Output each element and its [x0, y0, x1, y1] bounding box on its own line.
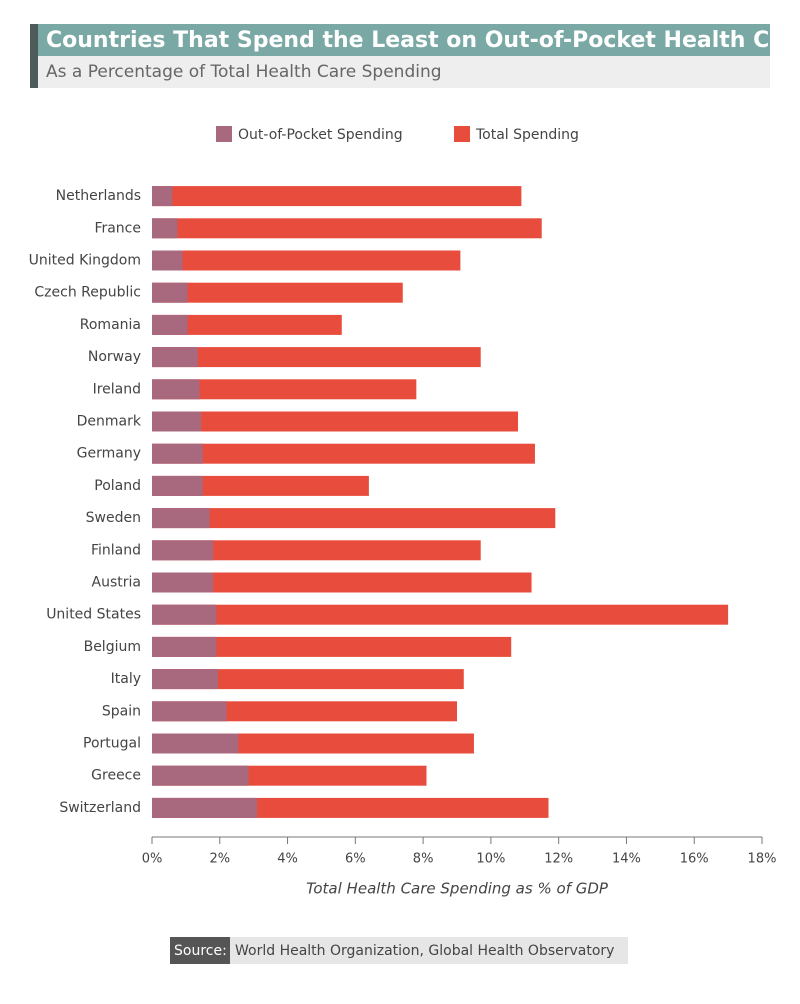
y-tick-label: France — [94, 220, 141, 236]
bar — [152, 765, 249, 786]
y-tick-label: Denmark — [77, 414, 142, 430]
legend-swatch — [216, 126, 232, 142]
bar — [152, 411, 518, 432]
y-tick-label: United Kingdom — [29, 253, 141, 269]
bar — [152, 282, 403, 303]
y-tick-label: Portugal — [83, 736, 141, 752]
y-tick-label: United States — [46, 607, 141, 623]
y-tick-label: Austria — [92, 575, 141, 591]
y-tick-label: Ireland — [93, 381, 141, 397]
bar — [152, 733, 239, 754]
y-tick-label: Switzerland — [59, 800, 141, 816]
bar — [152, 701, 227, 722]
bar — [152, 218, 178, 239]
source-label-box — [170, 937, 230, 964]
bar — [152, 475, 203, 496]
bar — [152, 508, 210, 529]
bar — [152, 636, 512, 657]
y-tick-label: Netherlands — [56, 188, 141, 204]
x-tick-label: 10% — [476, 852, 505, 867]
bar — [152, 314, 342, 335]
y-tick-label: Romania — [80, 317, 141, 333]
title-band — [30, 24, 770, 56]
x-tick-label: 4% — [277, 852, 298, 867]
bar — [152, 218, 542, 239]
bar — [152, 572, 213, 593]
bar — [152, 797, 258, 818]
x-tick-label: 12% — [544, 852, 573, 867]
bar — [152, 636, 217, 657]
y-tick-label: Czech Republic — [34, 285, 141, 301]
bar — [152, 186, 522, 207]
bar — [152, 411, 202, 432]
x-tick-label: 0% — [142, 852, 163, 867]
bar — [152, 701, 457, 722]
y-tick-label: Spain — [102, 703, 141, 719]
x-axis-label: Total Health Care Spending as % of GDP — [306, 880, 609, 898]
source-box — [230, 937, 628, 964]
bar — [152, 475, 369, 496]
x-tick-label: 2% — [209, 852, 230, 867]
subtitle-band — [38, 56, 770, 88]
y-tick-label: Finland — [91, 542, 141, 558]
title-strip — [30, 24, 38, 88]
legend-label: Total Spending — [475, 127, 579, 143]
bar — [152, 347, 481, 368]
bar — [152, 443, 535, 464]
y-tick-label: Greece — [91, 768, 141, 784]
bar — [152, 379, 200, 400]
bar — [152, 604, 217, 625]
x-tick-label: 8% — [413, 852, 434, 867]
chart-subtitle: As a Percentage of Total Health Care Spe… — [46, 62, 442, 82]
legend-swatch — [454, 126, 470, 142]
bar — [152, 379, 417, 400]
bar — [152, 540, 481, 561]
bar — [152, 443, 203, 464]
y-tick-label: Norway — [88, 349, 141, 365]
bar — [152, 669, 219, 690]
y-tick-label: Belgium — [84, 639, 141, 655]
chart-title: Countries That Spend the Least on Out-of… — [46, 28, 800, 53]
bar — [152, 347, 198, 368]
bar — [152, 250, 461, 271]
source-text: World Health Organization, Global Health… — [235, 943, 614, 959]
y-tick-label: Poland — [94, 478, 141, 494]
bar — [152, 282, 188, 303]
source-label: Source: — [174, 943, 227, 959]
y-tick-label: Italy — [111, 671, 141, 687]
x-tick-label: 18% — [748, 852, 777, 867]
y-tick-label: Sweden — [86, 510, 141, 526]
legend-label: Out-of-Pocket Spending — [238, 127, 403, 143]
bar — [152, 572, 532, 593]
x-tick-label: 16% — [680, 852, 709, 867]
y-tick-label: Germany — [77, 446, 141, 462]
x-tick-label: 6% — [345, 852, 366, 867]
bar — [152, 669, 464, 690]
bar — [152, 186, 173, 207]
bar — [152, 540, 213, 561]
bar — [152, 250, 183, 271]
bar — [152, 314, 188, 335]
bar — [152, 604, 729, 625]
x-tick-label: 14% — [612, 852, 641, 867]
bar — [152, 508, 556, 529]
